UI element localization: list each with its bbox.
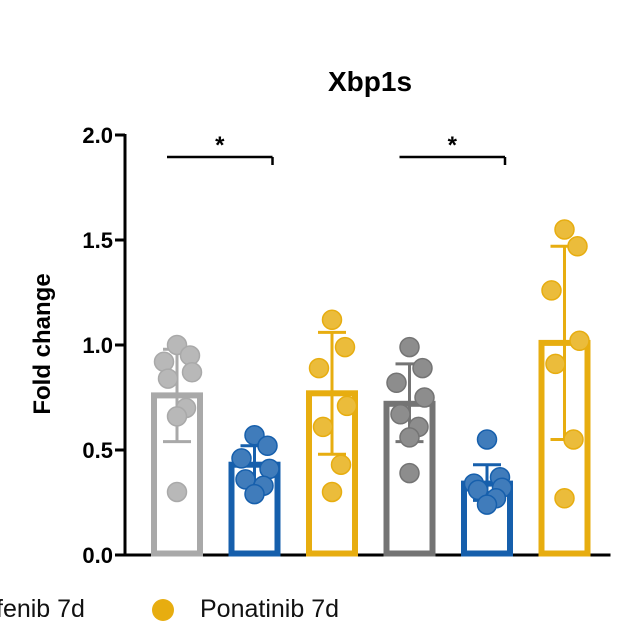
data-point [399, 427, 420, 448]
data-point [563, 429, 584, 450]
significance-label: * [215, 132, 225, 159]
data-point [334, 336, 356, 358]
data-point [554, 219, 575, 240]
data-point [390, 404, 411, 425]
data-point [179, 345, 201, 366]
data-point [257, 435, 278, 457]
data-point [244, 483, 265, 505]
data-point [157, 368, 179, 389]
data-point [399, 336, 420, 358]
data-point [330, 454, 352, 475]
legend: fenib 7d Ponatinib 7d [0, 595, 618, 629]
data-point [399, 462, 420, 484]
y-tick-label: 0.0 [82, 543, 113, 568]
error-bars-group [163, 244, 579, 502]
legend-swatch [152, 598, 174, 621]
data-point [567, 236, 588, 257]
data-point [231, 448, 252, 469]
data-point [166, 406, 188, 427]
data-point [308, 357, 330, 379]
data-point [412, 357, 433, 379]
legend-item: fenib 7d [0, 595, 85, 624]
legend-item: Ponatinib 7d [152, 595, 339, 624]
chart-title: Xbp1s [328, 66, 412, 97]
y-tick-label: 2.0 [82, 123, 113, 148]
data-point [153, 351, 175, 373]
data-point [476, 494, 498, 515]
data-point [321, 481, 343, 503]
y-tick-label: 1.0 [82, 333, 113, 358]
points-group [153, 219, 590, 515]
significance-label: * [448, 132, 458, 159]
data-point [476, 429, 498, 450]
legend-label: Ponatinib 7d [200, 595, 340, 623]
data-point [569, 330, 590, 352]
data-point [181, 362, 203, 383]
significance-group: * * [167, 132, 507, 165]
data-point [541, 280, 562, 301]
data-point [554, 488, 575, 509]
data-point [414, 387, 435, 408]
y-tick-label: 1.5 [82, 228, 113, 253]
legend-label: fenib 7d [0, 595, 85, 623]
data-point [166, 481, 188, 503]
y-tick-label: 0.5 [82, 438, 113, 463]
y-axis-label: Fold change [29, 273, 56, 414]
data-point [545, 353, 566, 375]
bars-group [151, 339, 591, 557]
data-point [336, 395, 358, 417]
data-point [235, 469, 256, 490]
data-point [467, 479, 489, 501]
data-point [321, 309, 343, 331]
data-point [312, 416, 334, 438]
data-point [386, 372, 407, 394]
